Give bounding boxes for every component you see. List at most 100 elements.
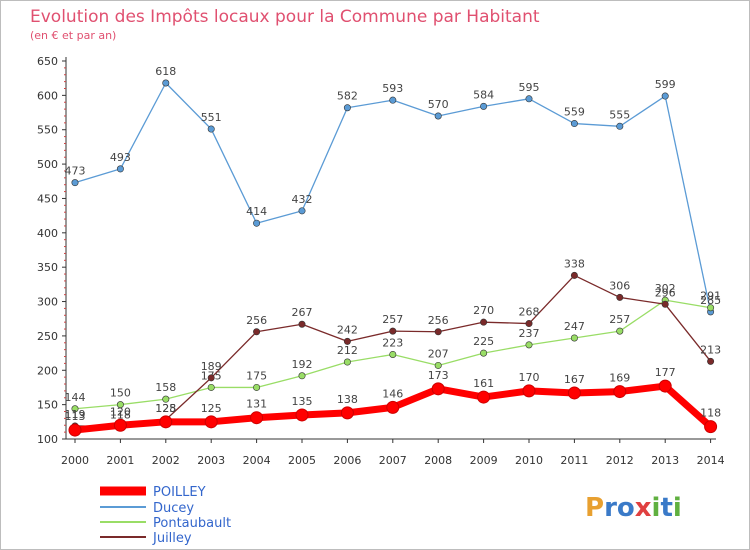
x-tick-label: 2009 xyxy=(470,454,498,467)
data-label: 192 xyxy=(292,358,313,371)
data-point xyxy=(704,420,718,434)
x-tick-label: 2007 xyxy=(379,454,407,467)
y-tick-label: 400 xyxy=(37,227,58,240)
data-label: 150 xyxy=(110,387,131,400)
x-tick-label: 2005 xyxy=(288,454,316,467)
data-point xyxy=(207,125,215,133)
data-label: 177 xyxy=(655,366,676,379)
x-tick-label: 2000 xyxy=(61,454,89,467)
x-tick-label: 2004 xyxy=(243,454,271,467)
data-point xyxy=(570,120,578,128)
data-label: 113 xyxy=(65,410,86,423)
data-label: 257 xyxy=(609,313,630,326)
data-label: 473 xyxy=(65,165,86,178)
data-point xyxy=(298,372,306,380)
data-point xyxy=(298,207,306,215)
data-label: 555 xyxy=(609,108,630,121)
data-point xyxy=(525,95,533,103)
data-label: 125 xyxy=(155,402,176,415)
y-tick-label: 250 xyxy=(37,330,58,343)
data-label: 296 xyxy=(655,286,676,299)
data-label: 306 xyxy=(609,279,630,292)
axes: 100 150 200 250 300 350 400 450 500 550 600 650 2000… xyxy=(37,55,725,467)
data-label: 247 xyxy=(564,320,585,333)
data-point xyxy=(613,385,627,399)
x-tick-label: 2012 xyxy=(606,454,634,467)
data-label: 119 xyxy=(65,408,86,421)
data-label: 212 xyxy=(337,344,358,357)
data-point xyxy=(116,165,124,173)
data-point xyxy=(253,328,261,336)
data-label: 618 xyxy=(155,65,176,78)
data-point xyxy=(434,112,442,120)
data-label: 285 xyxy=(700,294,721,307)
data-point xyxy=(71,179,79,187)
data-label: 120 xyxy=(110,405,131,418)
data-label: 237 xyxy=(519,327,540,340)
data-label: 559 xyxy=(564,106,585,119)
data-point xyxy=(522,384,536,398)
data-point xyxy=(162,79,170,87)
y-tick-label: 200 xyxy=(37,364,58,377)
data-label: 256 xyxy=(246,314,267,327)
x-tick-label: 2006 xyxy=(333,454,361,467)
data-label: 414 xyxy=(246,205,267,218)
data-point xyxy=(525,320,533,328)
data-point xyxy=(477,390,491,404)
x-tick-label: 2014 xyxy=(697,454,725,467)
brand-logo: Proxiti xyxy=(585,493,682,523)
data-point xyxy=(116,401,124,409)
legend-label-juilley: Juilley xyxy=(152,531,192,546)
data-point xyxy=(68,423,82,437)
series-pontaubault: 1441501581751751922122232072252372472573… xyxy=(65,282,721,413)
legend-label-ducey: Ducey xyxy=(153,501,194,516)
data-point xyxy=(343,104,351,112)
data-label: 135 xyxy=(292,395,313,408)
data-label: 128 xyxy=(155,402,176,415)
data-point xyxy=(113,418,127,432)
data-point xyxy=(389,96,397,104)
data-point xyxy=(207,383,215,391)
data-point xyxy=(570,271,578,279)
data-label: 131 xyxy=(246,398,267,411)
data-label: 551 xyxy=(201,111,222,124)
y-tick-label: 450 xyxy=(37,192,58,205)
data-point xyxy=(707,304,715,312)
legend-label-poilley: POILLEY xyxy=(153,485,206,500)
data-point xyxy=(386,400,400,414)
data-label: 125 xyxy=(201,402,222,415)
data-point xyxy=(480,318,488,326)
data-point xyxy=(162,395,170,403)
data-label: 138 xyxy=(337,393,358,406)
x-tick-label: 2002 xyxy=(152,454,180,467)
series-ducey: 473 493 618 551 414 432 582 593 570 584 595 559 555 5… xyxy=(65,65,721,316)
data-point xyxy=(616,293,624,301)
y-tick-label: 350 xyxy=(37,261,58,274)
data-label: 256 xyxy=(428,314,449,327)
data-point xyxy=(389,350,397,358)
data-point xyxy=(71,405,79,413)
data-point xyxy=(343,337,351,345)
data-label: 146 xyxy=(382,387,403,400)
data-label: 593 xyxy=(382,82,403,95)
y-tick-label: 600 xyxy=(37,89,58,102)
data-point xyxy=(661,300,669,308)
data-point xyxy=(434,328,442,336)
data-label: 584 xyxy=(473,88,494,101)
series-juilley: 119 118 128 189 256 267 242 257 256 270 268 338 306 2… xyxy=(65,257,721,431)
data-label: 493 xyxy=(110,151,131,164)
data-point xyxy=(480,349,488,357)
data-point xyxy=(253,383,261,391)
data-point xyxy=(340,406,354,420)
y-tick-label: 650 xyxy=(37,55,58,68)
y-tick-label: 100 xyxy=(37,433,58,446)
data-label: 270 xyxy=(473,304,494,317)
data-label: 158 xyxy=(155,381,176,394)
data-label: 570 xyxy=(428,98,449,111)
data-point xyxy=(658,379,672,393)
data-label: 267 xyxy=(292,306,313,319)
data-label: 257 xyxy=(382,313,403,326)
data-point xyxy=(389,327,397,335)
x-tick-label: 2003 xyxy=(197,454,225,467)
